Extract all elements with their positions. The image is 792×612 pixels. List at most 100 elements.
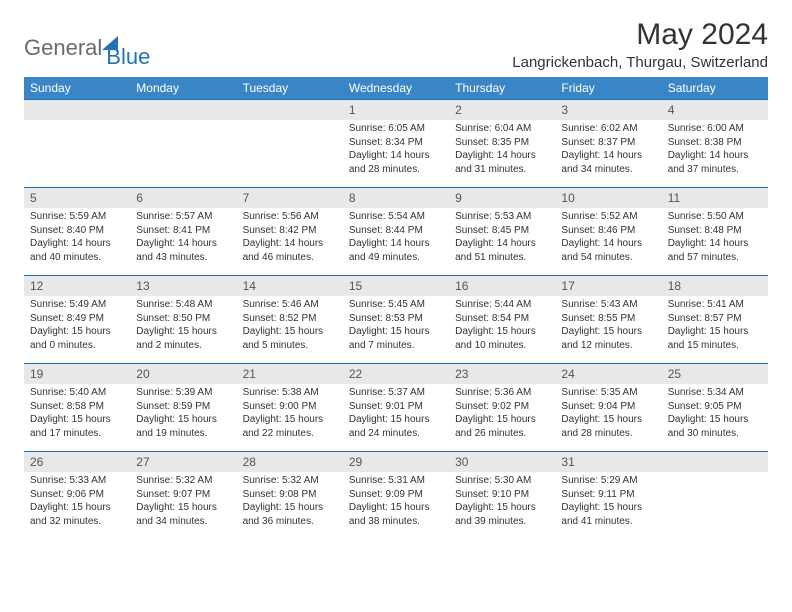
day-content: Sunrise: 5:32 AMSunset: 9:07 PMDaylight:… [130,472,236,532]
day-line: Sunset: 8:49 PM [30,312,124,326]
day-line: Sunrise: 5:41 AM [668,298,762,312]
calendar-day-cell: 25Sunrise: 5:34 AMSunset: 9:05 PMDayligh… [662,364,768,452]
day-content: Sunrise: 5:33 AMSunset: 9:06 PMDaylight:… [24,472,130,532]
day-line: and 51 minutes. [455,251,549,265]
day-content: Sunrise: 5:52 AMSunset: 8:46 PMDaylight:… [555,208,661,268]
day-number: 28 [237,452,343,472]
logo-text-general: General [24,35,102,61]
day-line: Sunrise: 5:31 AM [349,474,443,488]
day-header: Tuesday [237,77,343,100]
day-content: Sunrise: 5:40 AMSunset: 8:58 PMDaylight:… [24,384,130,444]
logo-text-blue: Blue [106,44,150,70]
calendar-day-cell: 10Sunrise: 5:52 AMSunset: 8:46 PMDayligh… [555,188,661,276]
calendar-day-cell: 13Sunrise: 5:48 AMSunset: 8:50 PMDayligh… [130,276,236,364]
day-number: 19 [24,364,130,384]
day-content: Sunrise: 5:32 AMSunset: 9:08 PMDaylight:… [237,472,343,532]
day-line: Daylight: 15 hours [455,325,549,339]
day-line: and 40 minutes. [30,251,124,265]
day-line: Sunrise: 5:52 AM [561,210,655,224]
day-line: and 57 minutes. [668,251,762,265]
day-line: Daylight: 15 hours [136,325,230,339]
day-line: Daylight: 15 hours [136,501,230,515]
day-content: Sunrise: 5:36 AMSunset: 9:02 PMDaylight:… [449,384,555,444]
day-number: 8 [343,188,449,208]
day-line: Sunrise: 6:04 AM [455,122,549,136]
day-line: Sunset: 8:59 PM [136,400,230,414]
day-line: Sunrise: 5:37 AM [349,386,443,400]
day-line: and 36 minutes. [243,515,337,529]
day-line: Daylight: 14 hours [668,237,762,251]
day-line: Daylight: 15 hours [136,413,230,427]
day-line: Daylight: 15 hours [668,325,762,339]
day-line: Daylight: 14 hours [455,149,549,163]
day-number: 30 [449,452,555,472]
day-line: Daylight: 14 hours [349,237,443,251]
day-line: Sunrise: 6:00 AM [668,122,762,136]
calendar-week-row: 26Sunrise: 5:33 AMSunset: 9:06 PMDayligh… [24,452,768,540]
day-number: 7 [237,188,343,208]
calendar-day-cell: 28Sunrise: 5:32 AMSunset: 9:08 PMDayligh… [237,452,343,540]
day-number: 3 [555,100,661,120]
day-content: Sunrise: 6:02 AMSunset: 8:37 PMDaylight:… [555,120,661,180]
month-title: May 2024 [512,18,768,52]
day-line: and 19 minutes. [136,427,230,441]
day-line: Sunrise: 5:34 AM [668,386,762,400]
day-number: 1 [343,100,449,120]
day-line: Sunset: 8:41 PM [136,224,230,238]
day-number: 15 [343,276,449,296]
day-line: Sunrise: 5:40 AM [30,386,124,400]
day-line: Sunset: 8:52 PM [243,312,337,326]
day-line: Daylight: 14 hours [349,149,443,163]
calendar-day-cell [130,100,236,188]
day-line: and 41 minutes. [561,515,655,529]
day-line: Daylight: 14 hours [243,237,337,251]
calendar-day-cell [24,100,130,188]
day-content: Sunrise: 5:48 AMSunset: 8:50 PMDaylight:… [130,296,236,356]
day-line: Daylight: 15 hours [243,325,337,339]
day-line: Daylight: 15 hours [243,413,337,427]
day-content: Sunrise: 5:30 AMSunset: 9:10 PMDaylight:… [449,472,555,532]
day-number: 14 [237,276,343,296]
day-number: 29 [343,452,449,472]
day-line: and 15 minutes. [668,339,762,353]
day-line: Sunrise: 5:39 AM [136,386,230,400]
day-content: Sunrise: 5:29 AMSunset: 9:11 PMDaylight:… [555,472,661,532]
day-line: Daylight: 14 hours [455,237,549,251]
day-line: and 32 minutes. [30,515,124,529]
calendar-day-cell: 6Sunrise: 5:57 AMSunset: 8:41 PMDaylight… [130,188,236,276]
day-line: and 43 minutes. [136,251,230,265]
day-content: Sunrise: 5:49 AMSunset: 8:49 PMDaylight:… [24,296,130,356]
day-content: Sunrise: 5:44 AMSunset: 8:54 PMDaylight:… [449,296,555,356]
day-line: and 22 minutes. [243,427,337,441]
day-line: and 5 minutes. [243,339,337,353]
calendar-day-cell: 20Sunrise: 5:39 AMSunset: 8:59 PMDayligh… [130,364,236,452]
calendar-day-cell: 4Sunrise: 6:00 AMSunset: 8:38 PMDaylight… [662,100,768,188]
day-content: Sunrise: 5:57 AMSunset: 8:41 PMDaylight:… [130,208,236,268]
day-number: 17 [555,276,661,296]
day-line: Sunset: 8:58 PM [30,400,124,414]
day-header: Friday [555,77,661,100]
day-line: Daylight: 14 hours [668,149,762,163]
day-number: 13 [130,276,236,296]
calendar-day-cell: 11Sunrise: 5:50 AMSunset: 8:48 PMDayligh… [662,188,768,276]
calendar-day-cell: 15Sunrise: 5:45 AMSunset: 8:53 PMDayligh… [343,276,449,364]
day-line: Sunset: 8:38 PM [668,136,762,150]
day-number: 11 [662,188,768,208]
day-line: and 0 minutes. [30,339,124,353]
day-number: 18 [662,276,768,296]
day-line: and 2 minutes. [136,339,230,353]
day-line: Sunrise: 5:29 AM [561,474,655,488]
day-line: Daylight: 14 hours [561,149,655,163]
day-line: Sunrise: 6:02 AM [561,122,655,136]
day-line: Sunrise: 5:32 AM [243,474,337,488]
calendar-day-cell: 8Sunrise: 5:54 AMSunset: 8:44 PMDaylight… [343,188,449,276]
day-header: Sunday [24,77,130,100]
day-header-row: Sunday Monday Tuesday Wednesday Thursday… [24,77,768,100]
calendar-table: Sunday Monday Tuesday Wednesday Thursday… [24,77,768,540]
day-number: 2 [449,100,555,120]
day-line: Sunrise: 5:32 AM [136,474,230,488]
calendar-day-cell: 3Sunrise: 6:02 AMSunset: 8:37 PMDaylight… [555,100,661,188]
day-line: and 30 minutes. [668,427,762,441]
calendar-week-row: 1Sunrise: 6:05 AMSunset: 8:34 PMDaylight… [24,100,768,188]
day-line: Sunrise: 5:49 AM [30,298,124,312]
